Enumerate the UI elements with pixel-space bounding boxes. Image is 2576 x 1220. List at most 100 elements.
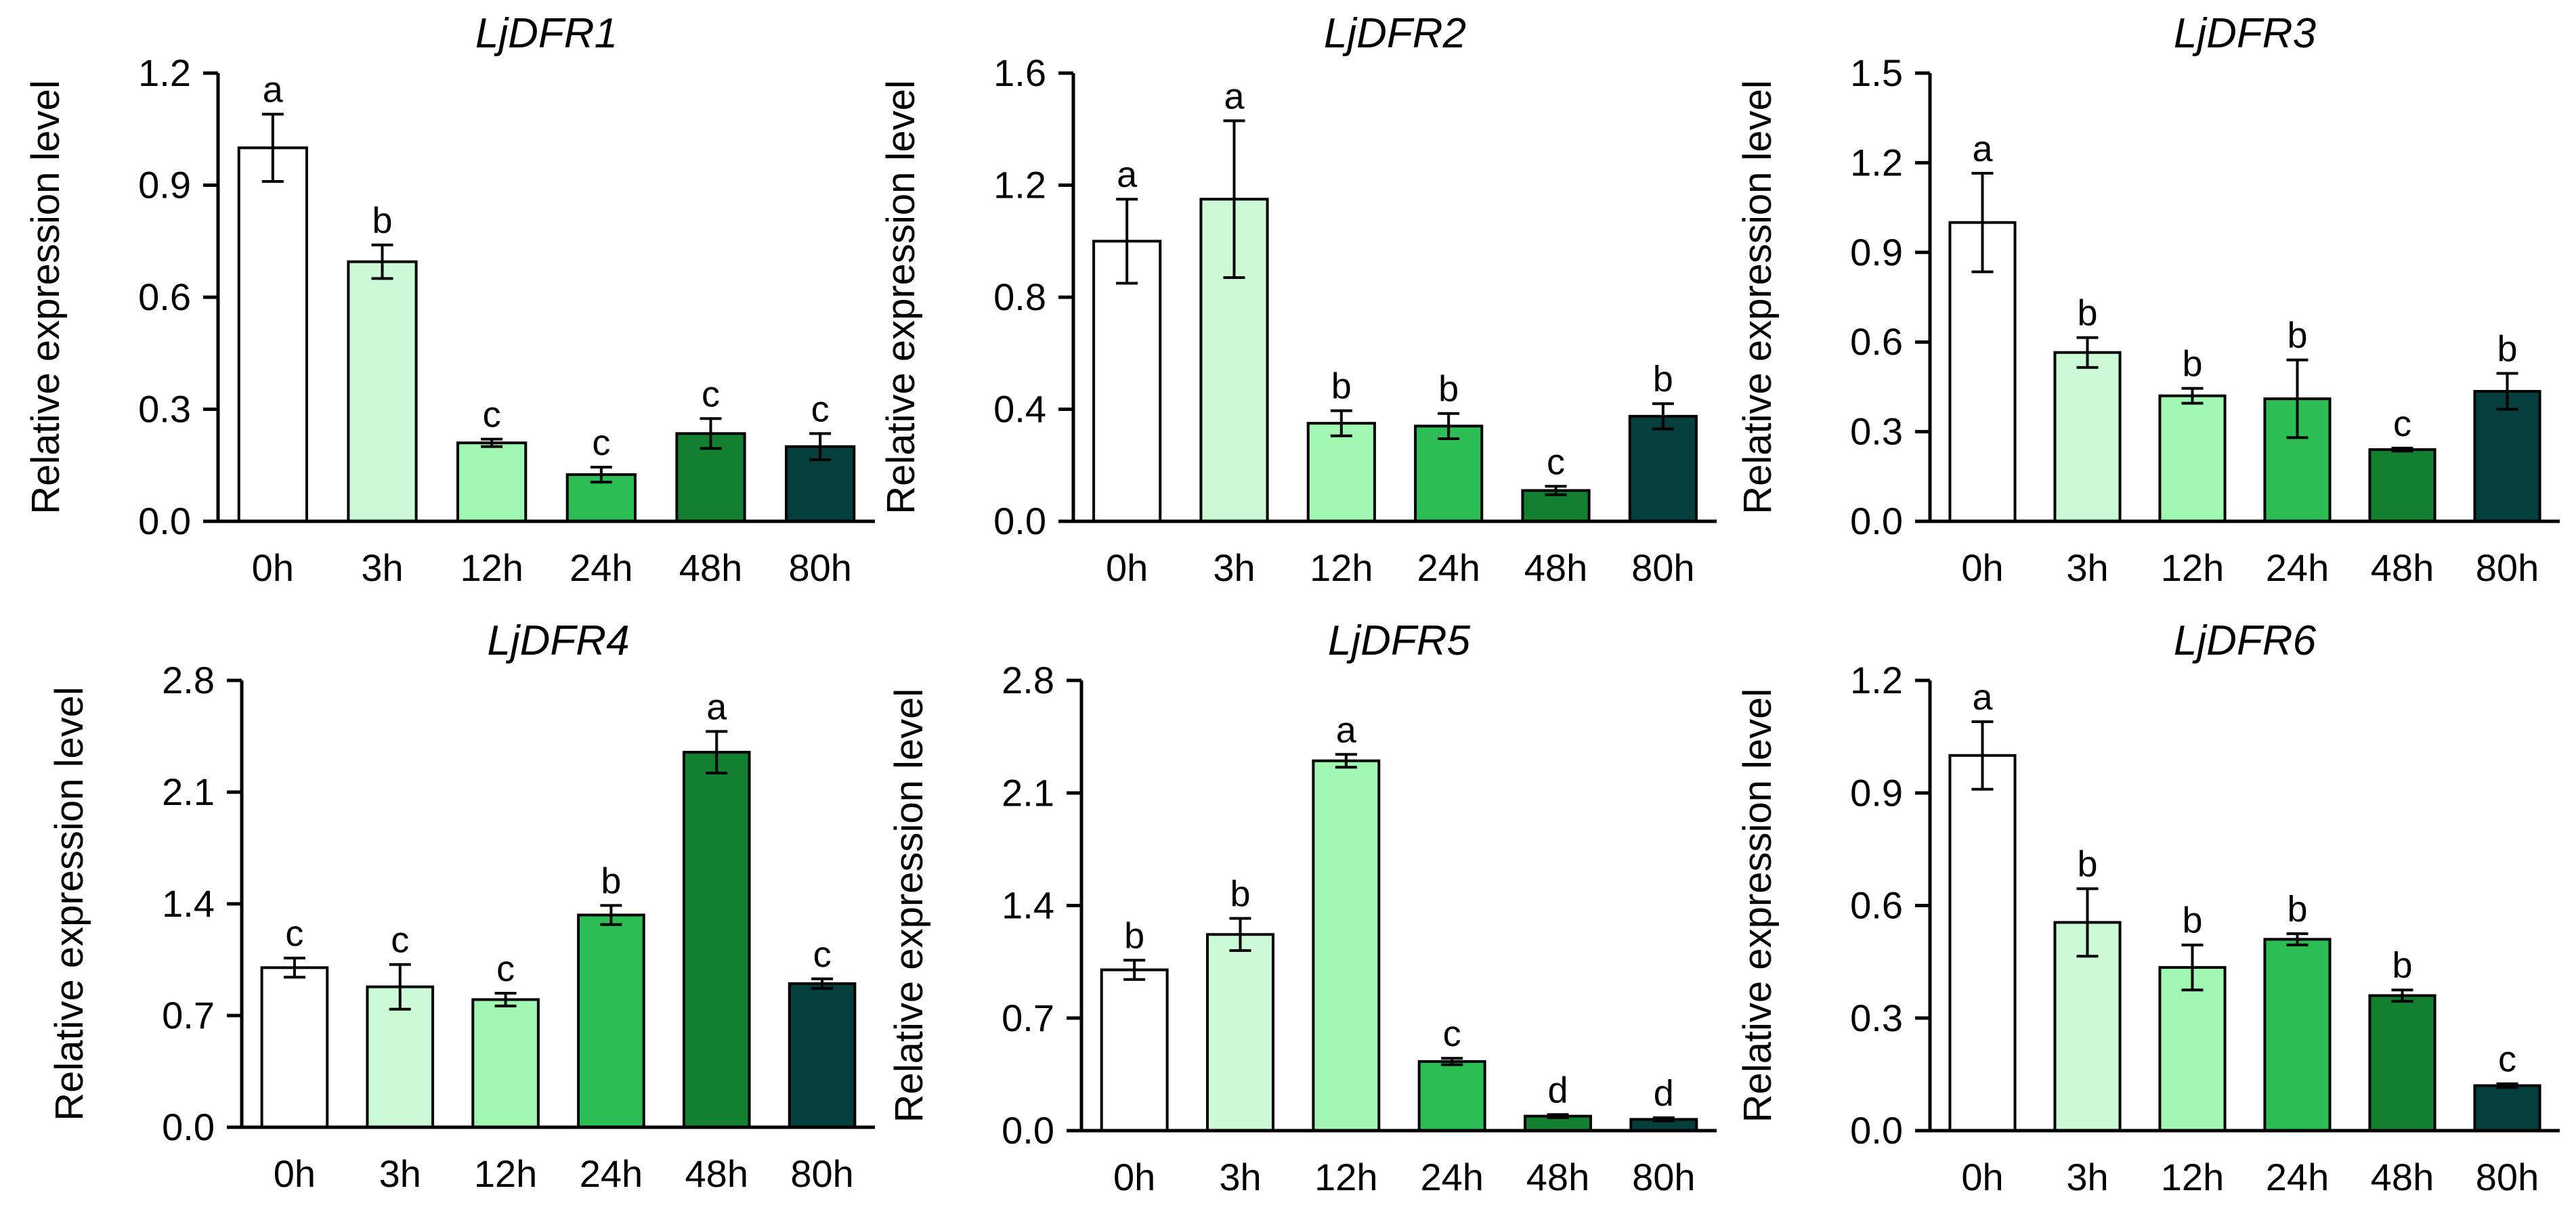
significance-letter: b bbox=[372, 200, 392, 241]
significance-letter: b bbox=[2287, 889, 2307, 930]
significance-letter: a bbox=[706, 687, 727, 727]
bar-12h bbox=[1306, 422, 1376, 523]
significance-letter: b bbox=[2077, 293, 2097, 334]
x-tick-label: 3h bbox=[379, 1152, 421, 1195]
significance-letter: b bbox=[1230, 874, 1250, 915]
bar-12h bbox=[1312, 759, 1381, 1132]
x-tick-label: 3h bbox=[2066, 546, 2108, 589]
significance-letter: a bbox=[1336, 710, 1357, 750]
bar-3h bbox=[1206, 933, 1274, 1132]
chart-title: LjDFR5 bbox=[1328, 617, 1471, 664]
x-tick-label: 12h bbox=[1310, 546, 1373, 589]
y-axis-label: Relative expression level bbox=[879, 80, 923, 515]
x-tick-label: 48h bbox=[1526, 1156, 1589, 1198]
y-tick-label: 0.9 bbox=[1850, 771, 1903, 814]
x-tick-label: 0h bbox=[1113, 1156, 1155, 1198]
y-tick-label: 0.0 bbox=[993, 500, 1046, 542]
x-tick-label: 12h bbox=[2161, 1156, 2224, 1198]
chart-panel-5: LjDFR5 Relative expression level 0.0 0.7 1.4… bbox=[887, 617, 1717, 1198]
significance-letter: b bbox=[1653, 359, 1673, 399]
chart-title: LjDFR6 bbox=[2174, 617, 2317, 664]
x-tick-label: 48h bbox=[2371, 546, 2434, 589]
chart-title: LjDFR2 bbox=[1324, 10, 1466, 57]
y-tick-label: 0.3 bbox=[138, 388, 191, 431]
chart-panel-6: LjDFR6 Relative expression level 0.0 0.3 0.6… bbox=[1736, 617, 2560, 1198]
chart-title: LjDFR4 bbox=[487, 617, 629, 664]
y-tick-label: 0.7 bbox=[1002, 997, 1054, 1039]
bar-80h bbox=[2473, 390, 2541, 523]
y-tick-label: 0.0 bbox=[162, 1106, 215, 1148]
x-tick-label: 80h bbox=[1632, 1156, 1695, 1198]
bar-48h bbox=[2368, 448, 2437, 523]
x-tick-label: 12h bbox=[1314, 1156, 1377, 1198]
x-tick-label: 80h bbox=[2476, 1156, 2539, 1198]
bar-0h bbox=[237, 146, 308, 523]
bar-48h bbox=[675, 432, 746, 523]
y-tick-label: 0.8 bbox=[993, 276, 1046, 318]
significance-letter: c bbox=[2393, 404, 2411, 444]
significance-letter: b bbox=[1438, 369, 1459, 410]
y-tick-label: 0.3 bbox=[1850, 997, 1903, 1039]
significance-letter: a bbox=[1117, 154, 1138, 195]
y-tick-label: 1.2 bbox=[1850, 659, 1903, 701]
significance-letter: c bbox=[813, 934, 832, 975]
significance-letter: a bbox=[1972, 677, 1993, 718]
y-axis-label: Relative expression level bbox=[24, 80, 68, 515]
y-tick-label: 2.8 bbox=[1002, 659, 1054, 701]
bar-24h bbox=[2263, 938, 2332, 1132]
bar-0h bbox=[1100, 968, 1169, 1132]
bar-48h bbox=[682, 751, 751, 1129]
bar-3h bbox=[2053, 351, 2122, 523]
significance-letter: a bbox=[1972, 129, 1993, 169]
x-tick-label: 0h bbox=[1106, 546, 1148, 589]
y-tick-label: 0.0 bbox=[1850, 500, 1903, 542]
x-tick-label: 12h bbox=[474, 1152, 537, 1195]
x-tick-label: 80h bbox=[1631, 546, 1694, 589]
significance-letter: c bbox=[1443, 1014, 1461, 1054]
y-tick-label: 0.7 bbox=[162, 994, 215, 1037]
significance-letter: b bbox=[1124, 915, 1144, 956]
x-tick-label: 24h bbox=[2266, 1156, 2329, 1198]
bar-0h bbox=[1948, 754, 2017, 1133]
y-tick-label: 1.4 bbox=[1002, 884, 1054, 927]
significance-letter: c bbox=[1547, 441, 1565, 482]
x-tick-label: 0h bbox=[252, 546, 294, 589]
x-tick-label: 80h bbox=[2476, 546, 2539, 589]
significance-letter: b bbox=[2392, 945, 2412, 986]
x-tick-label: 12h bbox=[460, 546, 523, 589]
x-tick-label: 48h bbox=[679, 546, 742, 589]
y-tick-label: 2.8 bbox=[162, 659, 215, 701]
y-tick-label: 1.6 bbox=[993, 51, 1046, 94]
x-tick-label: 48h bbox=[2371, 1156, 2434, 1198]
y-tick-label: 0.0 bbox=[1850, 1109, 1903, 1152]
significance-letter: c bbox=[391, 920, 409, 961]
bar-12h bbox=[456, 441, 528, 523]
x-tick-label: 3h bbox=[1213, 546, 1255, 589]
chart-panel-1: LjDFR1 Relative expression level 0.0 0.3 0.6… bbox=[24, 10, 875, 589]
y-tick-label: 0.0 bbox=[138, 500, 191, 542]
x-tick-label: 24h bbox=[580, 1152, 643, 1195]
significance-letter: a bbox=[1224, 76, 1245, 116]
x-tick-label: 0h bbox=[1961, 1156, 2003, 1198]
significance-letter: c bbox=[592, 422, 610, 463]
bar-24h bbox=[1417, 1060, 1486, 1132]
significance-letter: b bbox=[1331, 366, 1352, 407]
bar-80h bbox=[788, 982, 857, 1129]
x-tick-label: 24h bbox=[570, 546, 632, 589]
x-tick-label: 0h bbox=[1961, 546, 2003, 589]
y-tick-label: 0.6 bbox=[1850, 884, 1903, 927]
significance-letter: b bbox=[2497, 329, 2517, 370]
significance-letter: b bbox=[2287, 315, 2307, 356]
chart-title: LjDFR3 bbox=[2174, 10, 2316, 57]
x-tick-label: 24h bbox=[1420, 1156, 1483, 1198]
y-tick-label: 0.9 bbox=[138, 164, 191, 206]
bar-24h bbox=[1414, 424, 1484, 523]
x-tick-label: 24h bbox=[2266, 546, 2329, 589]
bar-80h bbox=[1628, 414, 1698, 523]
significance-letter: d bbox=[1654, 1073, 1674, 1114]
x-tick-label: 0h bbox=[274, 1152, 316, 1195]
x-tick-label: 12h bbox=[2161, 546, 2224, 589]
bar-24h bbox=[577, 913, 645, 1129]
